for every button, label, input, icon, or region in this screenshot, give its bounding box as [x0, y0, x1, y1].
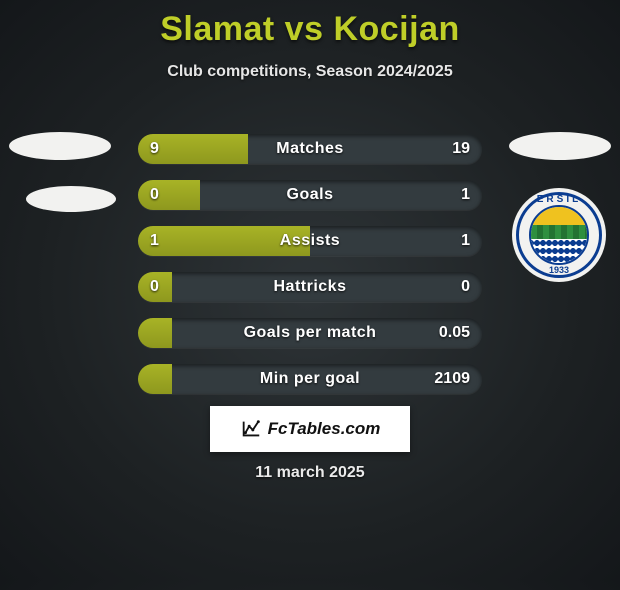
- stat-row: Matches9 19: [138, 134, 482, 164]
- club-badge-emblem: [529, 205, 589, 265]
- stat-label: Assists: [138, 226, 482, 256]
- club-badge: ERSIL 1933: [512, 188, 606, 282]
- stat-value-left: 9: [138, 134, 171, 164]
- stat-row: Hattricks0 0: [138, 272, 482, 302]
- stat-value-right: 1: [449, 226, 482, 256]
- date-text: 11 march 2025: [0, 464, 620, 482]
- stat-value-left: 1: [138, 226, 171, 256]
- stat-value-right: 19: [440, 134, 482, 164]
- stat-value-left: 0: [138, 180, 171, 210]
- stat-label: Goals: [138, 180, 482, 210]
- page-title: Slamat vs Kocijan: [0, 10, 620, 49]
- club-badge-year: 1933: [512, 265, 606, 275]
- stat-row: Goals0 1: [138, 180, 482, 210]
- stat-row: Min per goal2109: [138, 364, 482, 394]
- club-badge-ring-text: ERSIL: [512, 194, 606, 205]
- avatar-placeholder-left-2: [26, 186, 116, 212]
- avatar-placeholder-right-1: [509, 132, 611, 160]
- stat-value-right: 1: [449, 180, 482, 210]
- brand-box: FcTables.com: [210, 406, 410, 452]
- stat-value-right: 0: [449, 272, 482, 302]
- stat-value-right: 2109: [422, 364, 482, 394]
- stat-value-right: 0.05: [427, 318, 482, 348]
- stat-label: Matches: [138, 134, 482, 164]
- chart-icon: [240, 418, 262, 440]
- brand-text: FcTables.com: [268, 419, 381, 439]
- subtitle: Club competitions, Season 2024/2025: [0, 63, 620, 81]
- avatar-placeholder-left-1: [9, 132, 111, 160]
- stat-value-left: 0: [138, 272, 171, 302]
- stats-container: Matches919Goals01Assists11Hattricks00Goa…: [138, 134, 482, 410]
- stat-label: Hattricks: [138, 272, 482, 302]
- stat-row: Assists1 1: [138, 226, 482, 256]
- stat-row: Goals per match0.05: [138, 318, 482, 348]
